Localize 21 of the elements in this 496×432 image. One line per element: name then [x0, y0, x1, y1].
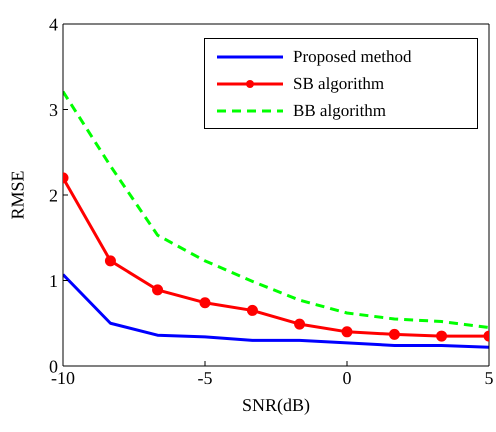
point	[294, 318, 306, 330]
legend-label: SB algorithm	[293, 73, 384, 95]
y-tick-label: 2	[49, 185, 58, 206]
line-series	[63, 273, 489, 349]
point	[388, 328, 400, 340]
y-tick-label: 3	[49, 100, 58, 120]
x-tick-label: 5	[484, 368, 494, 388]
legend-label: BB algorithm	[293, 100, 386, 122]
point	[152, 284, 164, 296]
legend-label: Proposed method	[293, 46, 412, 68]
point	[342, 326, 352, 338]
point	[104, 255, 116, 266]
point	[436, 330, 448, 342]
x-axis-title: SNR(dB)	[242, 395, 310, 415]
y-tick-label: 1	[49, 270, 58, 291]
point	[246, 304, 258, 316]
y-tick-label: 4	[49, 14, 58, 34]
point	[200, 297, 210, 308]
y-axis-title: RMSE	[7, 170, 28, 220]
x-tick-label: 0	[342, 368, 352, 388]
x-tick-label: -5	[198, 368, 212, 388]
